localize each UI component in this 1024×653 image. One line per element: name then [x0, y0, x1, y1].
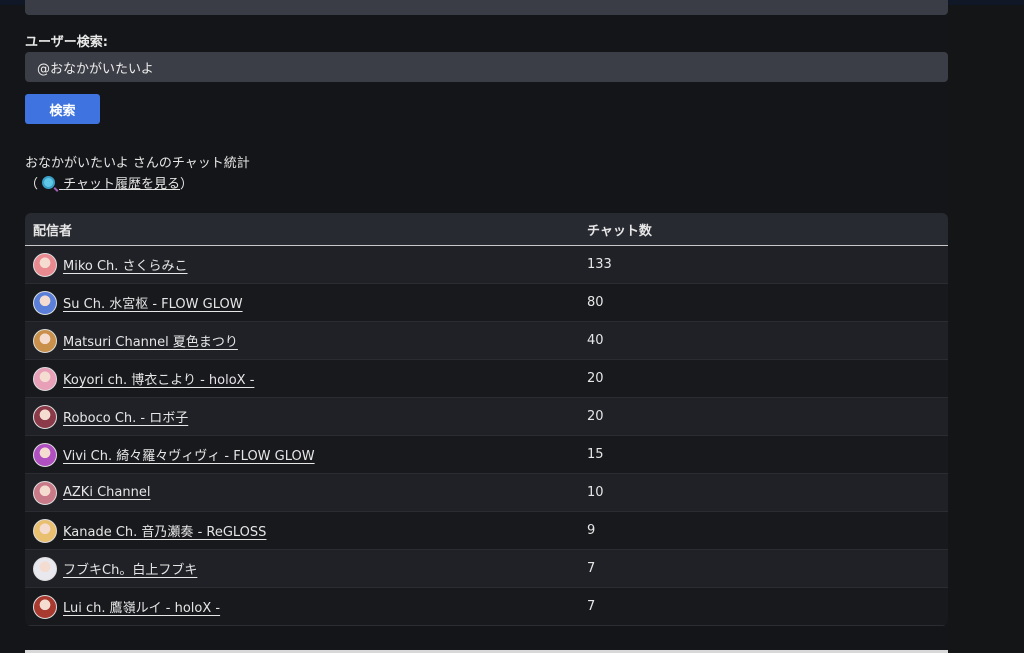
table-row: AZKi Channel 10: [25, 474, 948, 512]
avatar: [33, 328, 57, 353]
stats-heading: おなかがいたいよ さんのチャット統計 （ チャット履歴を見る）: [25, 153, 250, 195]
streamer-cell: Koyori ch. 博衣こより - holoX -: [25, 366, 580, 391]
divider: [25, 650, 948, 653]
chat-count: 7: [587, 561, 596, 576]
streamer-cell: AZKi Channel: [25, 480, 580, 505]
chat-count: 20: [587, 409, 604, 424]
table-body: Miko Ch. さくらみこ 133 Su Ch. 水宮枢 - FLOW GLOW 8…: [25, 246, 948, 626]
chat-count: 80: [587, 295, 604, 310]
streamer-link[interactable]: Matsuri Channel 夏色まつり: [63, 335, 238, 350]
streamer-cell: Roboco Ch. - ロボ子: [25, 404, 580, 429]
header-chat-count: チャット数: [587, 223, 652, 239]
streamer-cell: Su Ch. 水宮枢 - FLOW GLOW: [25, 290, 580, 315]
chat-count: 10: [587, 485, 604, 500]
streamer-cell: フブキCh。白上フブキ: [25, 556, 580, 581]
avatar: [33, 290, 57, 315]
user-search-input[interactable]: [25, 52, 948, 82]
close-paren: ）: [180, 177, 194, 192]
right-margin: [948, 5, 1024, 653]
chat-count: 7: [587, 599, 596, 614]
table-row: Miko Ch. さくらみこ 133: [25, 246, 948, 284]
avatar: [33, 252, 57, 277]
header-streamer: 配信者: [33, 223, 73, 239]
chat-history-link-label: チャット履歴を見る: [63, 177, 181, 192]
chat-stats-table: 配信者 チャット数 Miko Ch. さくらみこ 133 Su Ch. 水宮枢 - …: [25, 213, 948, 626]
avatar: [33, 404, 57, 429]
user-search-label: ユーザー検索:: [25, 35, 108, 50]
open-paren: （: [25, 177, 39, 192]
chat-history-link[interactable]: チャット履歴を見る: [38, 176, 181, 192]
avatar: [33, 556, 57, 581]
table-row: Vivi Ch. 綺々羅々ヴィヴィ - FLOW GLOW 15: [25, 436, 948, 474]
avatar: [33, 594, 57, 619]
table-header: 配信者 チャット数: [25, 213, 948, 246]
streamer-link[interactable]: Miko Ch. さくらみこ: [63, 259, 188, 274]
table-row: Roboco Ch. - ロボ子 20: [25, 398, 948, 436]
chat-count: 9: [587, 523, 596, 538]
chat-count: 133: [587, 257, 612, 272]
streamer-cell: Kanade Ch. 音乃瀬奏 ‐ ReGLOSS: [25, 518, 580, 543]
streamer-cell: Vivi Ch. 綺々羅々ヴィヴィ - FLOW GLOW: [25, 442, 580, 467]
streamer-link[interactable]: AZKi Channel: [63, 485, 151, 500]
history-line: （ チャット履歴を見る）: [25, 174, 250, 195]
chat-count: 20: [587, 371, 604, 386]
streamer-link[interactable]: フブキCh。白上フブキ: [63, 563, 198, 578]
streamer-cell: Miko Ch. さくらみこ: [25, 252, 580, 277]
streamer-link[interactable]: Koyori ch. 博衣こより - holoX -: [63, 373, 255, 388]
streamer-link[interactable]: Vivi Ch. 綺々羅々ヴィヴィ - FLOW GLOW: [63, 449, 315, 464]
table-row: フブキCh。白上フブキ 7: [25, 550, 948, 588]
stats-title: おなかがいたいよ さんのチャット統計: [25, 156, 250, 171]
search-button[interactable]: 検索: [25, 94, 100, 124]
streamer-link[interactable]: Kanade Ch. 音乃瀬奏 ‐ ReGLOSS: [63, 525, 267, 540]
table-row: Matsuri Channel 夏色まつり 40: [25, 322, 948, 360]
chat-count: 40: [587, 333, 604, 348]
avatar: [33, 518, 57, 543]
streamer-link[interactable]: Roboco Ch. - ロボ子: [63, 411, 189, 426]
chat-count: 15: [587, 447, 604, 462]
avatar: [33, 480, 57, 505]
streamer-link[interactable]: Lui ch. 鷹嶺ルイ - holoX -: [63, 601, 221, 616]
table-row: Koyori ch. 博衣こより - holoX - 20: [25, 360, 948, 398]
magnifier-icon: [42, 176, 56, 189]
previous-field: [25, 0, 948, 15]
streamer-cell: Matsuri Channel 夏色まつり: [25, 328, 580, 353]
avatar: [33, 366, 57, 391]
table-row: Lui ch. 鷹嶺ルイ - holoX - 7: [25, 588, 948, 626]
avatar: [33, 442, 57, 467]
streamer-cell: Lui ch. 鷹嶺ルイ - holoX -: [25, 594, 580, 619]
streamer-link[interactable]: Su Ch. 水宮枢 - FLOW GLOW: [63, 297, 243, 312]
table-row: Kanade Ch. 音乃瀬奏 ‐ ReGLOSS 9: [25, 512, 948, 550]
table-row: Su Ch. 水宮枢 - FLOW GLOW 80: [25, 284, 948, 322]
